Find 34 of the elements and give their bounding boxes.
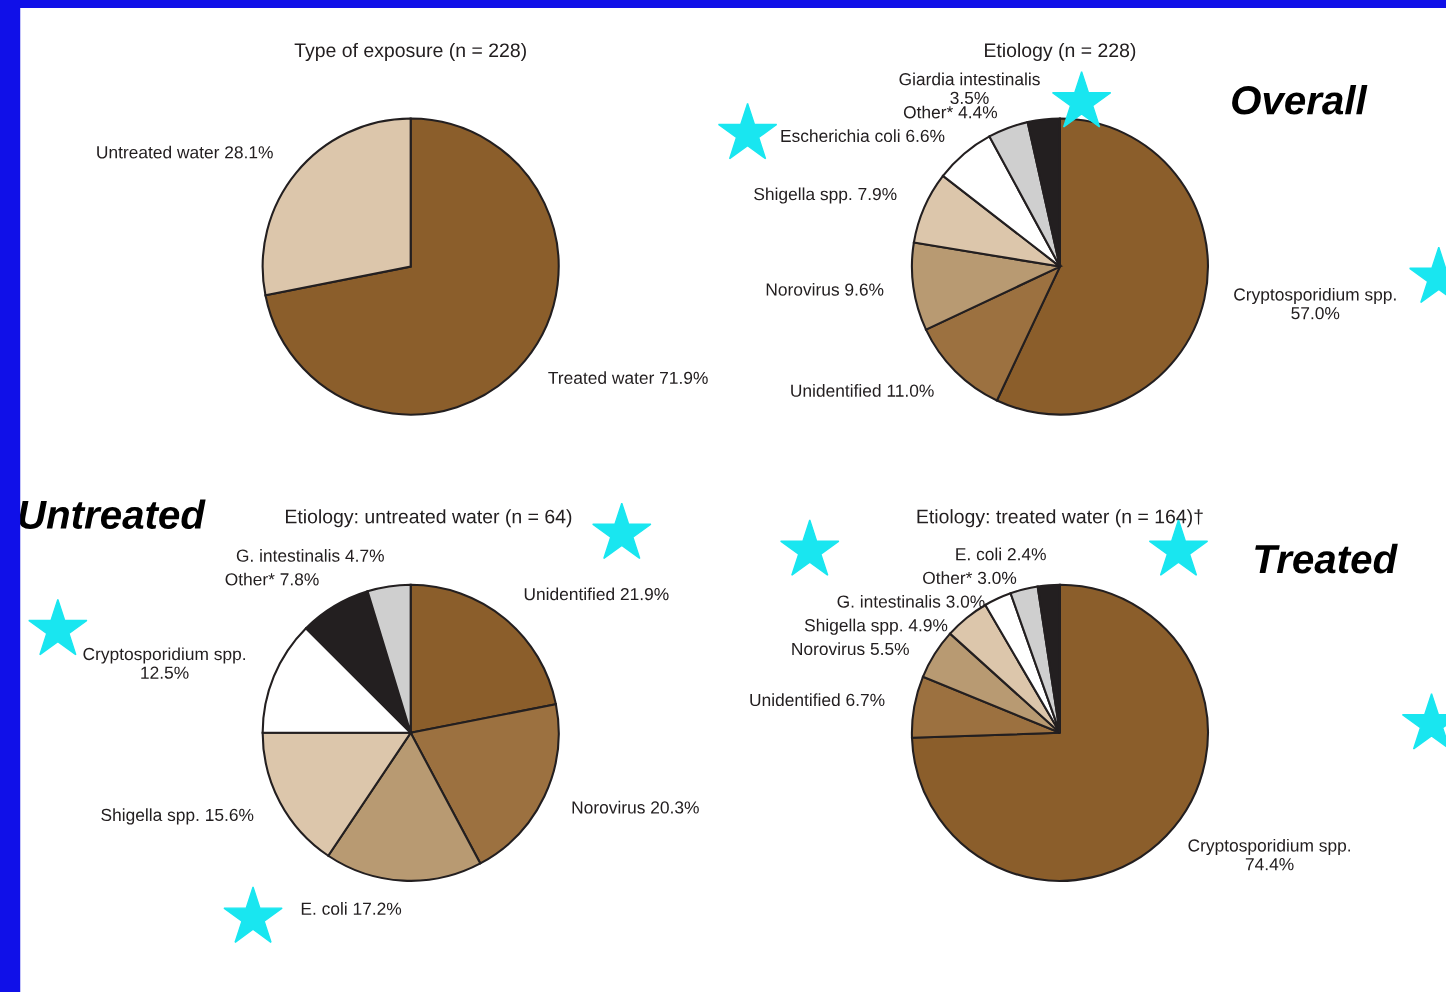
slice-label: E. coli 17.2% [301,902,402,915]
slice-label: G. intestinalis 3.0% [837,594,985,608]
slice-label: Unidentified 21.9% [524,587,669,601]
slice-label: Escherichia coli 6.6% [781,129,945,143]
slice-label: Norovirus 20.3% [572,800,699,814]
slice-label: Unidentified 11.0% [791,384,934,397]
slice-label: G. intestinalis 4.7% [236,549,384,562]
data-label: 3.5% [950,91,989,105]
slice-label: Shigella spp. 7.9% [754,187,897,204]
slice-label: Treated water 71.9% [548,371,708,385]
slice-label: Other* 3.0% [923,571,1017,585]
slice-label: E. coli 2.4% [956,547,1046,561]
chart-title: Etiology: untreated water (n = 64) [286,509,572,528]
slice-label: Untreated water 28.1% [97,145,273,159]
data-label: 57.0% [1291,307,1340,320]
text: Treated [1255,543,1398,574]
slice-label: Cryptosporidium spp. [1188,838,1351,856]
text: Overall [1232,84,1368,115]
slice-label: Cryptosporidium spp. [83,647,245,664]
chart-title: Type of exposure (n = 228) [294,42,526,62]
slice-label: Other* 7.8% [225,572,319,586]
data-label: 74.4% [1245,858,1294,871]
text: Untreated [19,499,206,530]
slice-label: Norovirus 9.6% [766,282,884,296]
slice-label: Norovirus 5.5% [792,642,909,656]
data-label: 12.5% [141,666,189,679]
slice-label: Giardia intestinalis [899,72,1040,86]
slice-label: Cryptosporidium spp. [1234,287,1396,305]
chart-title: Etiology (n = 228) [985,42,1136,62]
slice-label: Unidentified 6.7% [750,693,885,707]
slice-label: Shigella spp. 15.6% [101,808,254,825]
chart-title: Etiology: treated water (n = 164)† [917,509,1203,528]
slice-label: Shigella spp. 4.9% [804,618,948,635]
slice-label: Other* 4.4% [903,105,998,119]
